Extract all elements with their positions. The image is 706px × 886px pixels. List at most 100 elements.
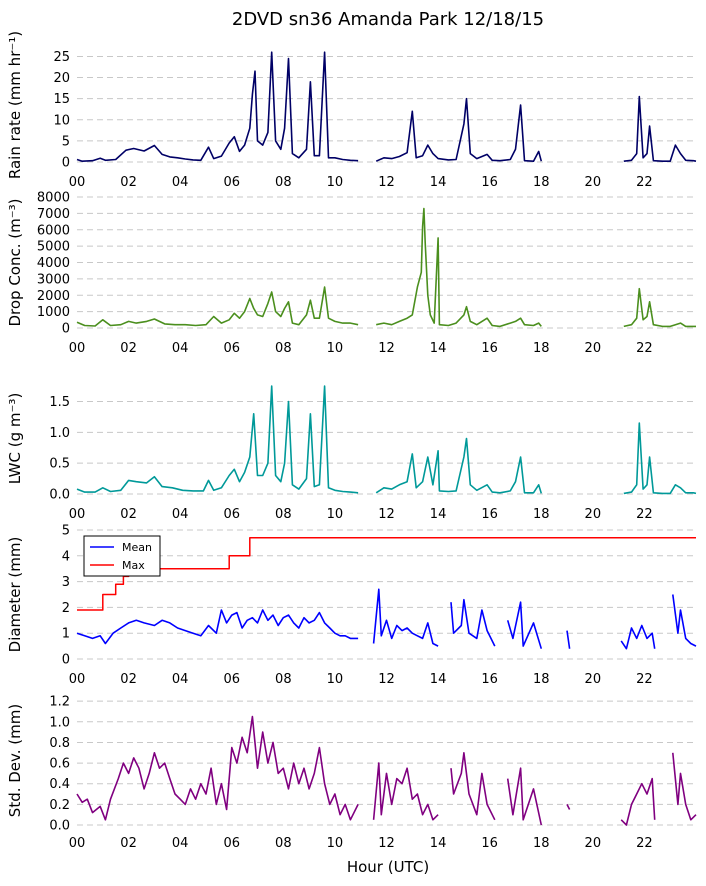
x-tick-label: 08 bbox=[275, 836, 292, 851]
y-tick-label: 1.5 bbox=[49, 395, 70, 410]
y-tick-label: 0.6 bbox=[49, 757, 70, 772]
x-tick-label: 20 bbox=[585, 341, 602, 356]
y-tick-label: 6000 bbox=[37, 223, 70, 238]
x-tick-label: 04 bbox=[172, 836, 189, 851]
y-tick-label: 4000 bbox=[37, 256, 70, 271]
y-axis-label: Std. Dev. (mm) bbox=[6, 704, 24, 817]
y-tick-label: 7000 bbox=[37, 207, 70, 222]
x-tick-label: 16 bbox=[481, 341, 498, 356]
x-tick-label: 12 bbox=[378, 341, 395, 356]
x-tick-label: 00 bbox=[69, 341, 86, 356]
x-tick-label: 12 bbox=[378, 836, 395, 851]
x-tick-label: 00 bbox=[69, 672, 86, 687]
x-tick-label: 08 bbox=[275, 507, 292, 522]
y-tick-label: 0.0 bbox=[49, 488, 70, 503]
y-tick-label: 0 bbox=[62, 322, 70, 337]
x-tick-label: 12 bbox=[378, 175, 395, 190]
y-tick-label: 0.4 bbox=[49, 777, 70, 792]
x-tick-label: 04 bbox=[172, 672, 189, 687]
x-tick-label: 20 bbox=[585, 836, 602, 851]
panel-1: 0 5 10 15 20 25 Rain rate (mm hr⁻¹) 00 02 04 06 08 1… bbox=[6, 31, 697, 190]
y-tick-label: 0 bbox=[62, 653, 70, 668]
x-tick-label: 12 bbox=[378, 672, 395, 687]
x-tick-label: 10 bbox=[327, 672, 344, 687]
x-tick-label: 22 bbox=[636, 836, 653, 851]
x-tick-label: 08 bbox=[275, 341, 292, 356]
x-tick-label: 04 bbox=[172, 341, 189, 356]
y-axis-label: LWC (g m⁻³) bbox=[6, 393, 24, 485]
x-tick-label: 16 bbox=[481, 175, 498, 190]
y-tick-label: 5 bbox=[62, 134, 70, 149]
legend-box bbox=[83, 535, 161, 577]
panel-5: 0.0 0.2 0.4 0.6 0.8 1.0 1.2 Std. Dev. (mm) 00 02 0… bbox=[6, 695, 697, 851]
series-line-max bbox=[77, 536, 696, 611]
x-tick-label: 18 bbox=[533, 507, 550, 522]
y-tick-label: 25 bbox=[53, 50, 70, 65]
x-tick-label: 16 bbox=[481, 836, 498, 851]
x-tick-label: 02 bbox=[120, 175, 137, 190]
y-axis-label: Rain rate (mm hr⁻¹) bbox=[6, 31, 24, 179]
x-tick-label: 16 bbox=[481, 507, 498, 522]
y-tick-label: 1.0 bbox=[49, 715, 70, 730]
y-tick-label: 0.5 bbox=[49, 457, 70, 472]
x-tick-label: 10 bbox=[327, 507, 344, 522]
x-tick-label: 22 bbox=[636, 175, 653, 190]
chart-title: 2DVD sn36 Amanda Park 12/18/15 bbox=[232, 9, 544, 30]
y-tick-label: 20 bbox=[53, 71, 70, 86]
y-tick-label: 10 bbox=[53, 113, 70, 128]
x-tick-label: 20 bbox=[585, 507, 602, 522]
y-tick-label: 8000 bbox=[37, 191, 70, 206]
x-tick-label: 18 bbox=[533, 672, 550, 687]
y-tick-label: 1.0 bbox=[49, 426, 70, 441]
y-tick-label: 1.2 bbox=[49, 695, 70, 710]
x-tick-label: 04 bbox=[172, 175, 189, 190]
y-tick-label: 0.2 bbox=[49, 798, 70, 813]
y-tick-label: 15 bbox=[53, 92, 70, 107]
series-line bbox=[76, 715, 697, 826]
x-tick-label: 22 bbox=[636, 672, 653, 687]
x-tick-label: 14 bbox=[430, 836, 447, 851]
y-tick-label: 2000 bbox=[37, 289, 70, 304]
x-tick-label: 12 bbox=[378, 507, 395, 522]
y-tick-label: 1000 bbox=[37, 305, 70, 320]
series-line-mean bbox=[76, 588, 697, 650]
x-tick-label: 06 bbox=[223, 507, 240, 522]
x-tick-label: 06 bbox=[223, 175, 240, 190]
legend: Mean Max bbox=[83, 535, 161, 577]
series-line bbox=[76, 385, 697, 495]
panel-3: 0.0 0.5 1.0 1.5 LWC (g m⁻³) 00 02 04 06 08 10 12 14 1… bbox=[6, 385, 697, 522]
x-tick-label: 06 bbox=[223, 341, 240, 356]
x-tick-label: 10 bbox=[327, 341, 344, 356]
x-tick-label: 18 bbox=[533, 341, 550, 356]
y-axis-label: Drop Conc. (m⁻³) bbox=[6, 198, 24, 326]
y-axis-label: Diameter (mm) bbox=[6, 537, 24, 653]
y-tick-label: 0.8 bbox=[49, 736, 70, 751]
y-tick-label: 5 bbox=[62, 524, 70, 539]
x-tick-label: 14 bbox=[430, 341, 447, 356]
x-tick-label: 18 bbox=[533, 836, 550, 851]
x-tick-label: 02 bbox=[120, 836, 137, 851]
x-tick-label: 22 bbox=[636, 507, 653, 522]
x-tick-label: 06 bbox=[223, 836, 240, 851]
x-tick-label: 14 bbox=[430, 507, 447, 522]
x-tick-label: 02 bbox=[120, 672, 137, 687]
x-tick-label: 10 bbox=[327, 836, 344, 851]
x-tick-label: 08 bbox=[275, 175, 292, 190]
x-tick-label: 02 bbox=[120, 341, 137, 356]
series-line bbox=[76, 207, 696, 328]
y-tick-label: 5000 bbox=[37, 240, 70, 255]
x-tick-label: 00 bbox=[69, 507, 86, 522]
x-tick-label: 00 bbox=[69, 175, 86, 190]
x-tick-label: 20 bbox=[585, 672, 602, 687]
x-tick-label: 06 bbox=[223, 672, 240, 687]
x-tick-label: 14 bbox=[430, 175, 447, 190]
y-tick-label: 4 bbox=[62, 549, 70, 564]
y-tick-label: 1 bbox=[62, 627, 70, 642]
x-tick-label: 14 bbox=[430, 672, 447, 687]
legend-label: Max bbox=[122, 559, 145, 572]
x-tick-label: 00 bbox=[69, 836, 86, 851]
